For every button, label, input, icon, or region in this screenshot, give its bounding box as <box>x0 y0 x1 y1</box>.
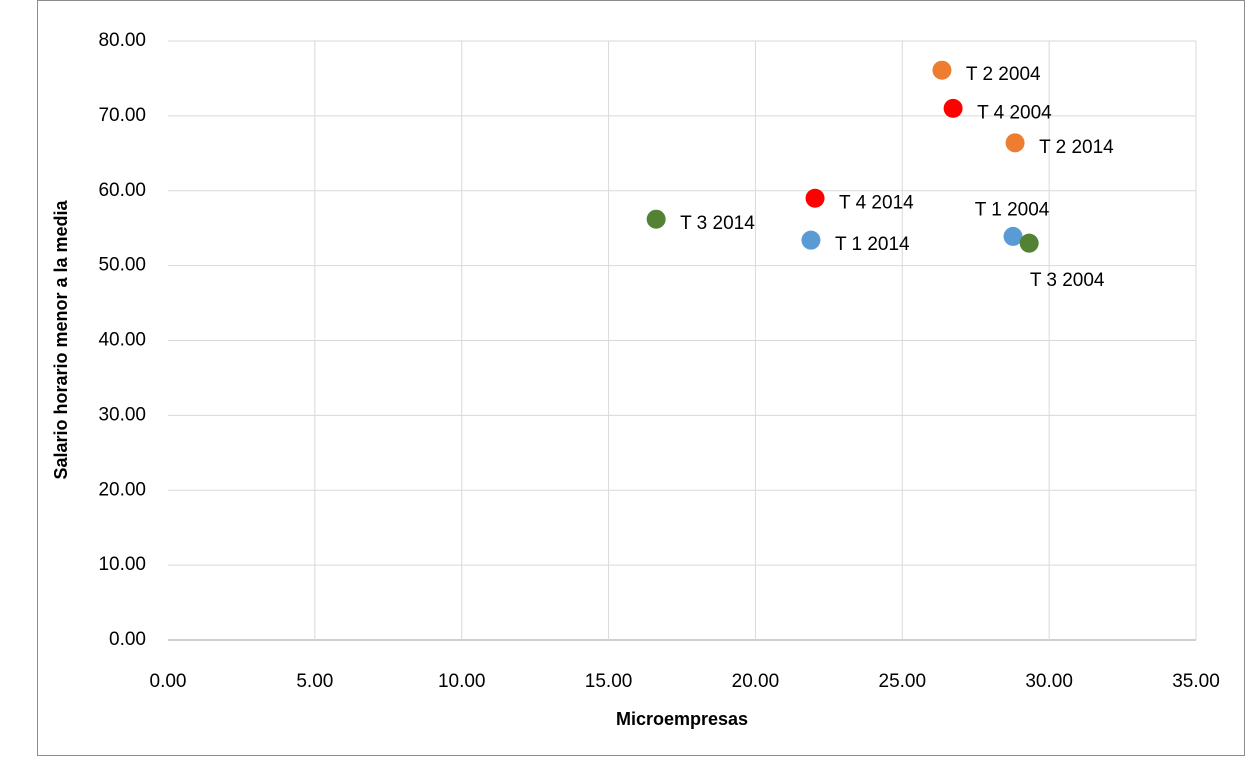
point <box>805 188 825 208</box>
point-label: T 1 2014 <box>835 234 910 255</box>
point <box>1019 233 1039 253</box>
point <box>932 60 952 80</box>
y-axis-title: Salario horario menor a la media <box>51 199 71 479</box>
point-label: T 1 2004 <box>975 199 1050 220</box>
point-label: T 4 2014 <box>839 192 914 213</box>
x-tick-label: 35.00 <box>1172 671 1220 692</box>
y-tick-label: 0.00 <box>109 629 146 650</box>
y-tick-label: 60.00 <box>98 180 146 201</box>
y-tick-label: 70.00 <box>98 105 146 126</box>
y-tick-label: 80.00 <box>98 30 146 51</box>
point-label: T 3 2014 <box>680 213 755 234</box>
point <box>646 209 666 229</box>
point-label: T 2 2014 <box>1039 137 1114 158</box>
x-tick-label: 20.00 <box>732 671 780 692</box>
x-tick-label: 5.00 <box>296 671 333 692</box>
y-tick-label: 10.00 <box>98 554 146 575</box>
point <box>801 230 821 250</box>
y-tick-label: 20.00 <box>98 479 146 500</box>
x-tick-label: 30.00 <box>1025 671 1073 692</box>
chart-border <box>37 0 1245 756</box>
x-tick-label: 0.00 <box>150 671 187 692</box>
point <box>1003 226 1023 246</box>
x-tick-label: 25.00 <box>879 671 927 692</box>
x-tick-label: 15.00 <box>585 671 633 692</box>
point-label: T 3 2004 <box>1030 270 1105 291</box>
y-tick-label: 30.00 <box>98 404 146 425</box>
y-tick-label: 50.00 <box>98 255 146 276</box>
y-tick-label: 40.00 <box>98 330 146 351</box>
point-label: T 4 2004 <box>977 102 1052 123</box>
point-label: T 2 2004 <box>966 64 1041 85</box>
point <box>1005 133 1025 153</box>
x-axis-title: Microempresas <box>616 709 748 729</box>
point <box>943 98 963 118</box>
x-tick-label: 10.00 <box>438 671 486 692</box>
